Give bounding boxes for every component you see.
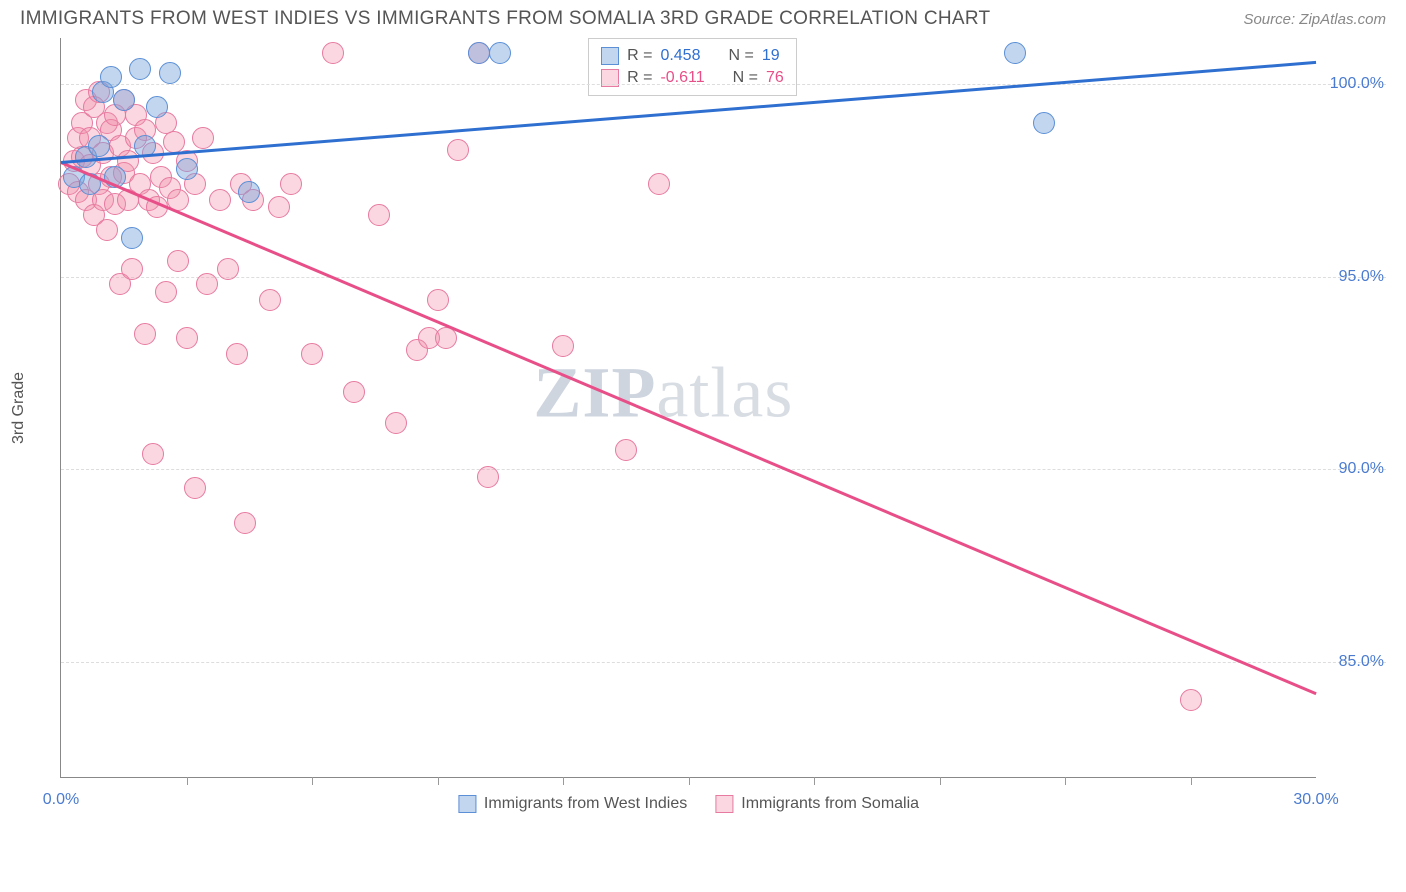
legend-label-b: Immigrants from Somalia bbox=[741, 795, 919, 813]
point-series-b bbox=[234, 512, 256, 534]
point-series-b bbox=[121, 258, 143, 280]
watermark: ZIPatlas bbox=[533, 351, 793, 434]
legend-item-b: Immigrants from Somalia bbox=[715, 795, 919, 813]
point-series-a bbox=[489, 42, 511, 64]
legend-item-a: Immigrants from West Indies bbox=[458, 795, 687, 813]
gridline-h bbox=[61, 84, 1386, 85]
point-series-b bbox=[1180, 689, 1202, 711]
point-series-b bbox=[435, 327, 457, 349]
stats-box: R = 0.458 N = 19 R = -0.611 N = 76 bbox=[588, 38, 797, 96]
swatch-series-a bbox=[601, 47, 619, 65]
point-series-b bbox=[343, 381, 365, 403]
ytick-label: 85.0% bbox=[1339, 653, 1384, 671]
point-series-a bbox=[238, 181, 260, 203]
point-series-b bbox=[322, 42, 344, 64]
point-series-b bbox=[259, 289, 281, 311]
xtick bbox=[563, 777, 564, 785]
stats-row-a: R = 0.458 N = 19 bbox=[601, 45, 784, 67]
y-axis-label: 3rd Grade bbox=[10, 371, 28, 443]
point-series-a bbox=[176, 158, 198, 180]
point-series-a bbox=[1004, 42, 1026, 64]
point-series-b bbox=[167, 250, 189, 272]
point-series-b bbox=[142, 443, 164, 465]
point-series-b bbox=[96, 219, 118, 241]
gridline-h bbox=[61, 469, 1386, 470]
legend-swatch-a bbox=[458, 795, 476, 813]
xtick bbox=[940, 777, 941, 785]
xtick bbox=[1065, 777, 1066, 785]
point-series-b bbox=[163, 131, 185, 153]
point-series-b bbox=[477, 466, 499, 488]
stats-r-value-a: 0.458 bbox=[660, 47, 700, 65]
point-series-a bbox=[113, 89, 135, 111]
stats-n-value-a: 19 bbox=[762, 47, 780, 65]
point-series-b bbox=[648, 173, 670, 195]
xtick bbox=[187, 777, 188, 785]
gridline-h bbox=[61, 277, 1386, 278]
point-series-a bbox=[129, 58, 151, 80]
chart-title: IMMIGRANTS FROM WEST INDIES VS IMMIGRANT… bbox=[20, 8, 990, 30]
legend-swatch-b bbox=[715, 795, 733, 813]
xtick-label: 30.0% bbox=[1293, 791, 1338, 809]
point-series-a bbox=[88, 135, 110, 157]
source-label: Source: ZipAtlas.com bbox=[1243, 11, 1386, 28]
xtick bbox=[1191, 777, 1192, 785]
chart-container: ZIPatlas 3rd Grade R = 0.458 N = 19 R = … bbox=[60, 38, 1386, 828]
point-series-b bbox=[134, 323, 156, 345]
trendline-series-b bbox=[61, 161, 1317, 694]
point-series-b bbox=[268, 196, 290, 218]
point-series-b bbox=[209, 189, 231, 211]
point-series-a bbox=[1033, 112, 1055, 134]
xtick bbox=[689, 777, 690, 785]
stats-n-label-a: N = bbox=[728, 47, 753, 65]
xtick bbox=[312, 777, 313, 785]
watermark-bold: ZIP bbox=[533, 352, 656, 432]
point-series-b bbox=[615, 439, 637, 461]
xtick-label: 0.0% bbox=[43, 791, 79, 809]
stats-row-b: R = -0.611 N = 76 bbox=[601, 67, 784, 89]
point-series-b bbox=[368, 204, 390, 226]
bottom-legend: Immigrants from West Indies Immigrants f… bbox=[458, 795, 919, 813]
xtick bbox=[814, 777, 815, 785]
point-series-a bbox=[159, 62, 181, 84]
point-series-a bbox=[121, 227, 143, 249]
point-series-b bbox=[155, 281, 177, 303]
point-series-b bbox=[385, 412, 407, 434]
gridline-h bbox=[61, 662, 1386, 663]
point-series-b bbox=[176, 327, 198, 349]
point-series-b bbox=[447, 139, 469, 161]
ytick-label: 100.0% bbox=[1330, 75, 1384, 93]
point-series-b bbox=[427, 289, 449, 311]
watermark-light: atlas bbox=[656, 352, 793, 432]
plot-area: ZIPatlas 3rd Grade R = 0.458 N = 19 R = … bbox=[60, 38, 1316, 778]
point-series-a bbox=[468, 42, 490, 64]
stats-r-label-a: R = bbox=[627, 47, 652, 65]
point-series-b bbox=[192, 127, 214, 149]
point-series-b bbox=[184, 477, 206, 499]
ytick-label: 95.0% bbox=[1339, 268, 1384, 286]
legend-label-a: Immigrants from West Indies bbox=[484, 795, 687, 813]
point-series-a bbox=[146, 96, 168, 118]
xtick bbox=[438, 777, 439, 785]
point-series-b bbox=[196, 273, 218, 295]
point-series-b bbox=[226, 343, 248, 365]
point-series-a bbox=[100, 66, 122, 88]
point-series-b bbox=[280, 173, 302, 195]
point-series-b bbox=[217, 258, 239, 280]
point-series-b bbox=[552, 335, 574, 357]
ytick-label: 90.0% bbox=[1339, 460, 1384, 478]
point-series-b bbox=[301, 343, 323, 365]
